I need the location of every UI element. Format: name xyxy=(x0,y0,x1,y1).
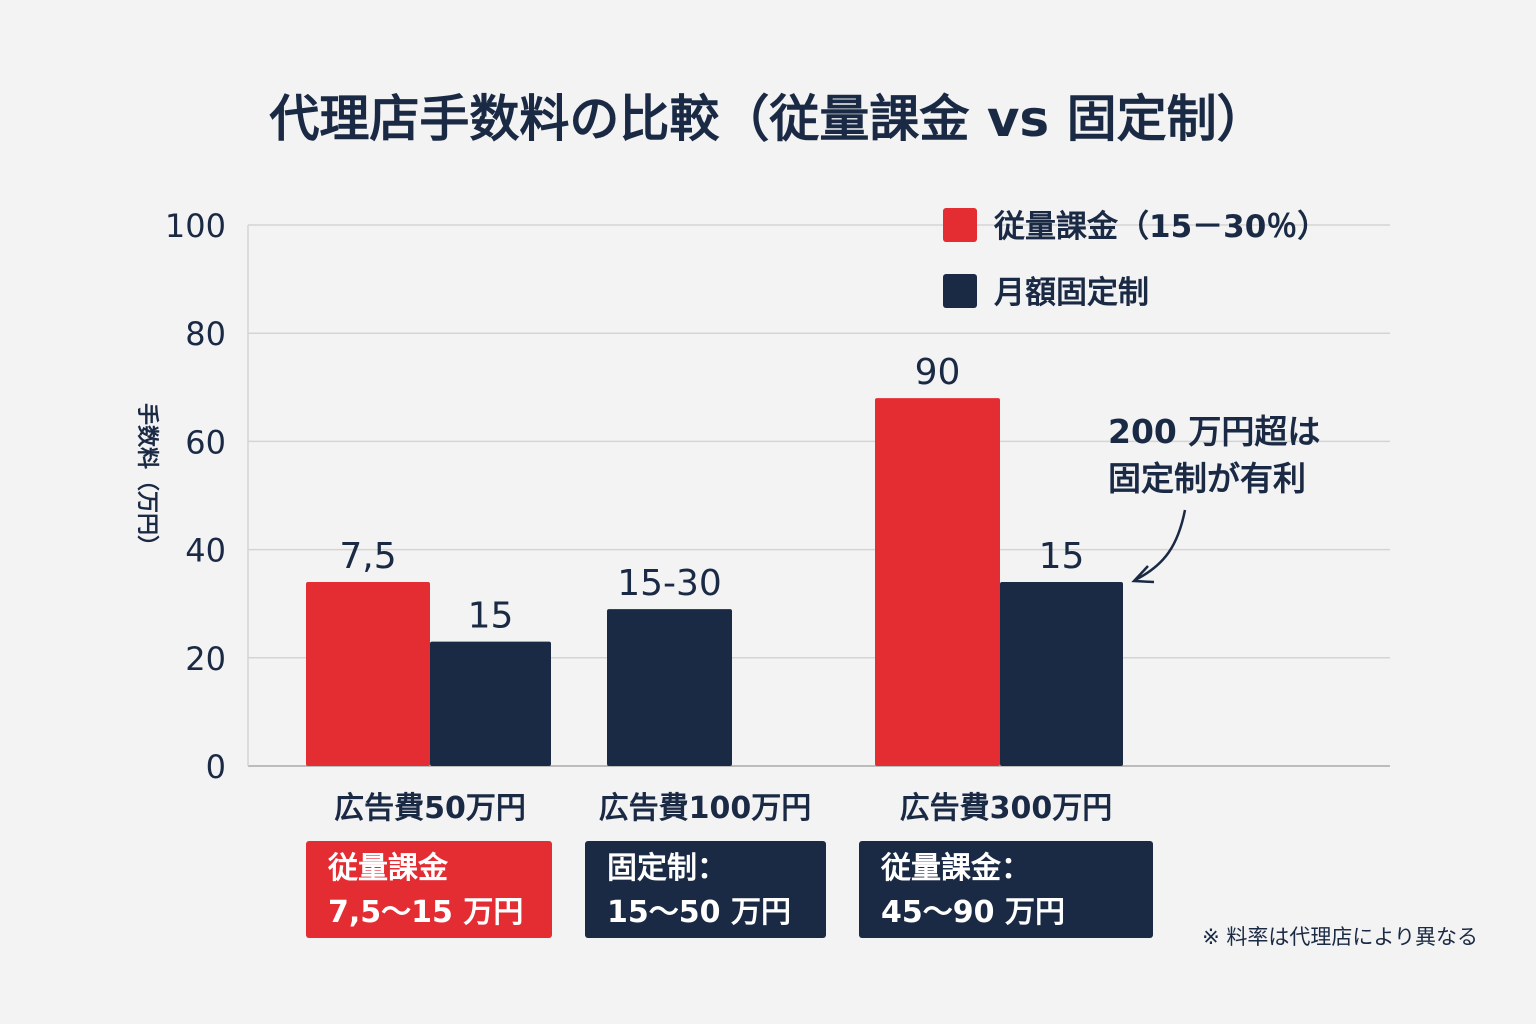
summary-box-300-line1: 従量課金： xyxy=(881,851,1031,886)
summary-box-300-line2: 45～90 万円 xyxy=(881,895,1065,930)
y-tick-label: 80 xyxy=(185,315,226,353)
legend-label: 月額固定制 xyxy=(994,275,1149,311)
legend: 従量課金（15－30％） 月額固定制 xyxy=(943,208,1328,311)
data-label: 15 xyxy=(468,596,514,637)
bar-series2-cat3 xyxy=(1000,582,1123,766)
y-tick-label: 40 xyxy=(185,532,226,570)
summary-box-50-line1: 従量課金 xyxy=(328,851,448,886)
annotation-line-1: 200 万円超は xyxy=(1108,412,1320,451)
annotation-arrowhead xyxy=(1131,565,1155,584)
legend-swatch xyxy=(943,274,977,308)
footnote: ※ 料率は代理店により異なる xyxy=(1202,925,1478,949)
legend-label: 従量課金（15－30％） xyxy=(993,209,1328,245)
y-tick-label: 100 xyxy=(165,207,226,245)
bar-series2-cat2 xyxy=(607,609,732,766)
summary-box-100-line1: 固定制： xyxy=(607,851,727,886)
data-label: 90 xyxy=(915,352,961,393)
summary-box-50: 従量課金 7,5～15 万円 xyxy=(306,841,552,938)
summary-box-100: 固定制： 15～50 万円 xyxy=(585,841,826,938)
annotation-arrow xyxy=(1134,509,1187,582)
data-label: 15 xyxy=(1039,536,1085,577)
y-tick-label: 60 xyxy=(185,423,226,461)
annotation-line-2: 固定制が有利 xyxy=(1108,459,1306,498)
category-label: 広告費300万円 xyxy=(900,791,1113,826)
category-label: 広告費50万円 xyxy=(334,791,526,826)
annotation: 200 万円超は 固定制が有利 xyxy=(1108,412,1320,584)
y-axis-label: 手数料（万円） xyxy=(134,403,160,557)
summary-box-50-line2: 7,5～15 万円 xyxy=(328,895,524,930)
summary-box-300: 従量課金： 45～90 万円 xyxy=(859,841,1153,938)
category-labels: 広告費50万円 広告費100万円 広告費300万円 xyxy=(334,791,1112,826)
y-tick-label: 20 xyxy=(185,640,226,678)
category-label: 広告費100万円 xyxy=(599,791,812,826)
y-tick-label: 0 xyxy=(206,748,226,786)
chart-title: 代理店手数料の比較（従量課金 vs 固定制） xyxy=(268,90,1266,148)
data-label: 15-30 xyxy=(617,563,722,604)
bar-series1-cat3 xyxy=(875,398,1000,766)
y-axis-ticks: 0 20 40 60 80 100 xyxy=(165,207,226,786)
summary-box-100-line2: 15～50 万円 xyxy=(607,895,791,930)
data-label: 7,5 xyxy=(339,536,396,577)
legend-swatch xyxy=(943,208,977,242)
bar-series2-cat1 xyxy=(430,641,551,766)
bars: 7,5 90 15 15-30 15 xyxy=(306,352,1123,766)
bar-series1-cat1 xyxy=(306,582,430,766)
